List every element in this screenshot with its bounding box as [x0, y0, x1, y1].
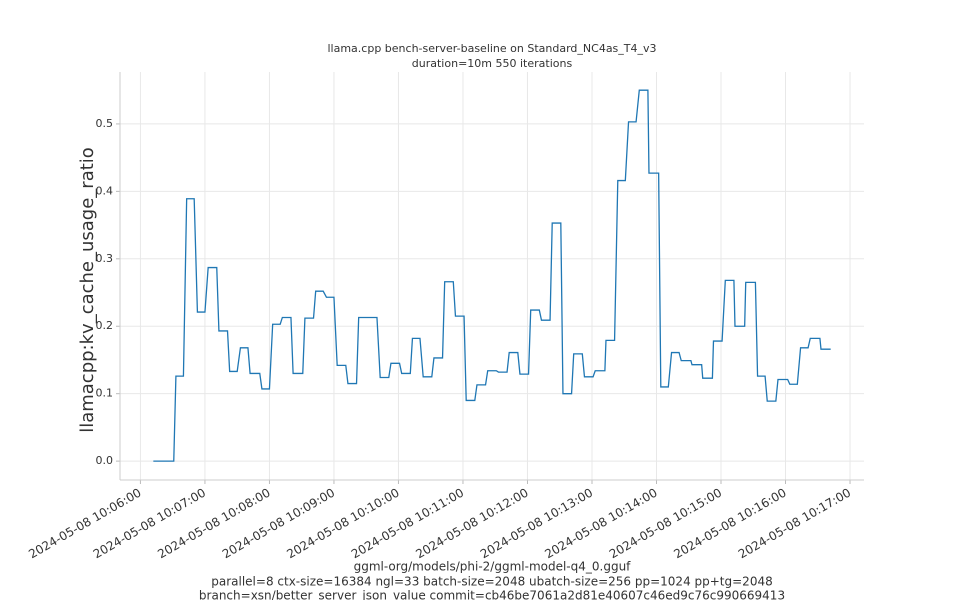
x-tick-label: 2024-05-08 10:16:00 [671, 486, 788, 562]
y-tick-label: 0.0 [96, 454, 114, 467]
x-tick-label: 2024-05-08 10:06:00 [26, 486, 143, 562]
x-tick-label: 2024-05-08 10:11:00 [349, 486, 466, 562]
x-tick-label: 2024-05-08 10:14:00 [542, 486, 659, 562]
x-tick-label: 2024-05-08 10:09:00 [220, 486, 337, 562]
x-tick-label: 2024-05-08 10:08:00 [155, 486, 272, 562]
y-axis-label: llamacpp:kv_cache_usage_ratio [77, 147, 98, 433]
y-tick-label: 0.3 [96, 252, 114, 265]
chart-title: llama.cpp bench-server-baseline on Stand… [327, 42, 656, 55]
x-tick-label: 2024-05-08 10:07:00 [91, 486, 208, 562]
x-axis-label: ggml-org/models/phi-2/ggml-model-q4_0.gg… [354, 560, 632, 574]
x-tick-label: 2024-05-08 10:13:00 [478, 486, 595, 562]
data-line [153, 89, 831, 462]
chart-subtitle: duration=10m 550 iterations [412, 57, 573, 70]
x-axis-label: parallel=8 ctx-size=16384 ngl=33 batch-s… [211, 575, 772, 589]
x-axis-label: branch=xsn/better_server_json_value comm… [199, 589, 785, 600]
x-tick-label: 2024-05-08 10:12:00 [413, 486, 530, 562]
y-tick-label: 0.1 [96, 387, 114, 400]
y-tick-label: 0.4 [96, 184, 114, 197]
x-tick-label: 2024-05-08 10:10:00 [284, 486, 401, 562]
y-tick-label: 0.5 [96, 117, 114, 130]
x-tick-label: 2024-05-08 10:17:00 [736, 486, 853, 562]
x-tick-label: 2024-05-08 10:15:00 [607, 486, 724, 562]
y-tick-label: 0.2 [96, 319, 114, 332]
